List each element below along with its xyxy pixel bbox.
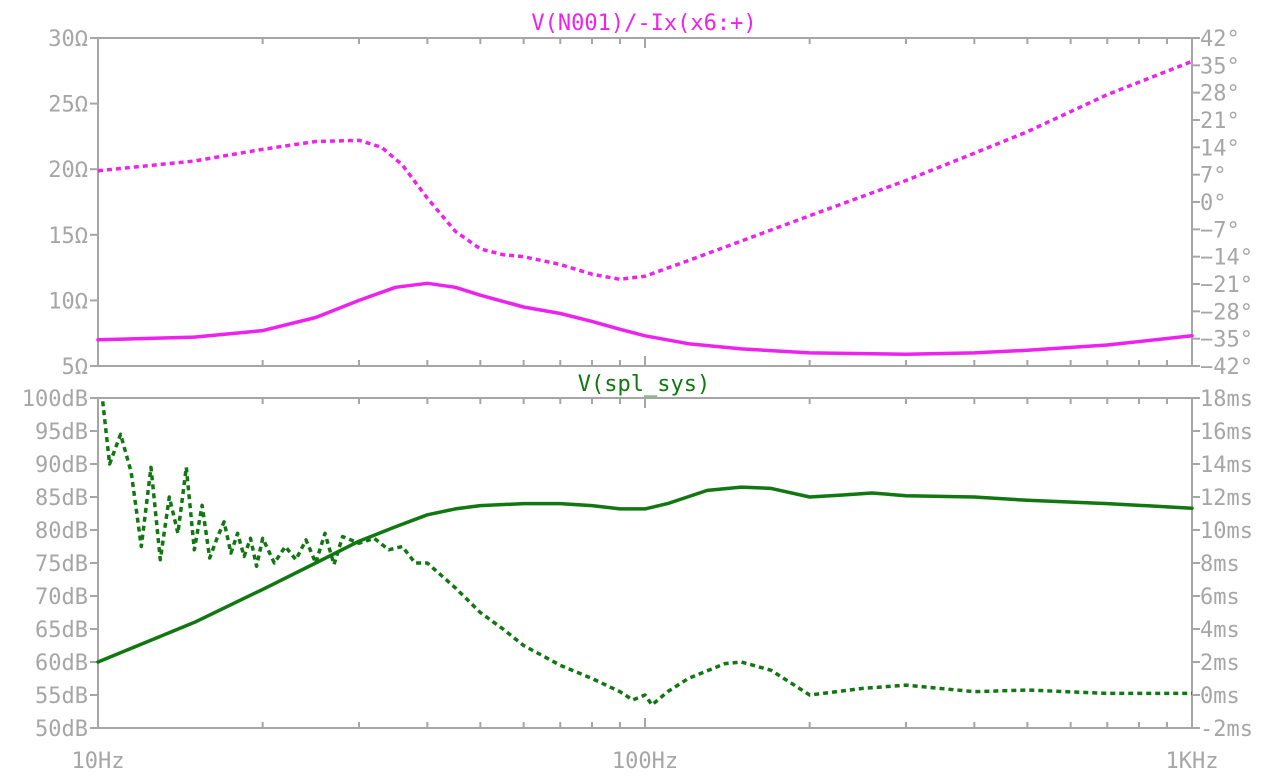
impedance-right-tick-label: 35° xyxy=(1200,54,1240,79)
x-tick-label: 100Hz xyxy=(612,749,678,774)
spl-right-tick-label: 6ms xyxy=(1200,585,1240,610)
impedance-right-tick-label: −28° xyxy=(1200,300,1253,325)
impedance-right-tick-label: −42° xyxy=(1200,355,1253,380)
x-tick-label: 10Hz xyxy=(72,749,125,774)
impedance-panel: V(N001)/-Ix(x6:+) 30Ω 25Ω 20Ω 15Ω 10Ω 5Ω 42°35… xyxy=(48,11,1253,380)
spl-right-tick-label: 18ms xyxy=(1200,387,1253,412)
spl-magnitude-line xyxy=(96,485,1194,664)
spl-left-tick-label: 50dB xyxy=(35,717,88,742)
impedance-right-tick-label: −35° xyxy=(1200,328,1253,353)
impedance-left-tick-label: 25Ω xyxy=(48,93,88,118)
spl-left-tick-label: 75dB xyxy=(35,552,88,577)
impedance-right-tick-label: 7° xyxy=(1200,164,1227,189)
impedance-plot-frame xyxy=(97,37,1193,367)
spl-phase-line xyxy=(100,401,1192,707)
impedance-chart-title: V(N001)/-Ix(x6:+) xyxy=(531,11,756,36)
spl-right-tick-label: 12ms xyxy=(1200,486,1253,511)
impedance-right-tick-label: −14° xyxy=(1200,246,1253,271)
spl-right-tick-label: 14ms xyxy=(1200,453,1253,478)
impedance-phase-line xyxy=(97,59,1193,282)
impedance-left-tick-label: 30Ω xyxy=(48,27,88,52)
impedance-left-tick-label: 10Ω xyxy=(48,289,88,314)
spl-right-tick-label: 10ms xyxy=(1200,519,1253,544)
spl-right-tick-label: 2ms xyxy=(1200,651,1240,676)
spl-panel: V(spl_sys) 100dB 95dB 90dB 85dB 80dB 75dB 70dB… xyxy=(22,372,1253,774)
impedance-right-tick-label: 14° xyxy=(1200,136,1240,161)
impedance-right-tick-label: −7° xyxy=(1200,218,1240,243)
impedance-right-tick-label: 21° xyxy=(1200,109,1240,134)
impedance-magnitude-line xyxy=(96,281,1194,356)
spl-left-tick-label: 95dB xyxy=(35,420,88,445)
spl-left-tick-label: 90dB xyxy=(35,453,88,478)
spl-left-tick-label: 70dB xyxy=(35,585,88,610)
spl-left-tick-label: 60dB xyxy=(35,651,88,676)
impedance-right-tick-label: 42° xyxy=(1200,27,1240,52)
spl-left-tick-label: 80dB xyxy=(35,519,88,544)
spl-right-tick-label: 8ms xyxy=(1200,552,1240,577)
spl-plot-frame xyxy=(97,397,1193,729)
spl-left-tick-label: 100dB xyxy=(22,387,88,412)
spl-left-tick-label: 55dB xyxy=(35,684,88,709)
spl-right-tick-label: 4ms xyxy=(1200,618,1240,643)
impedance-right-tick-label: 0° xyxy=(1200,191,1227,216)
spl-right-tick-label: 0ms xyxy=(1200,684,1240,709)
impedance-left-tick-label: 15Ω xyxy=(48,224,88,249)
impedance-right-tick-label: 28° xyxy=(1200,82,1240,107)
spl-right-tick-label: 16ms xyxy=(1200,420,1253,445)
spl-right-tick-label: -2ms xyxy=(1200,717,1253,742)
x-tick-label: 1KHz xyxy=(1166,749,1219,774)
impedance-left-tick-label: 20Ω xyxy=(48,158,88,183)
spl-left-tick-label: 65dB xyxy=(35,618,88,643)
spl-left-tick-label: 85dB xyxy=(35,486,88,511)
impedance-left-tick-label: 5Ω xyxy=(62,355,89,380)
impedance-right-tick-label: −21° xyxy=(1200,273,1253,298)
spl-chart-title: V(spl_sys) xyxy=(578,372,710,397)
